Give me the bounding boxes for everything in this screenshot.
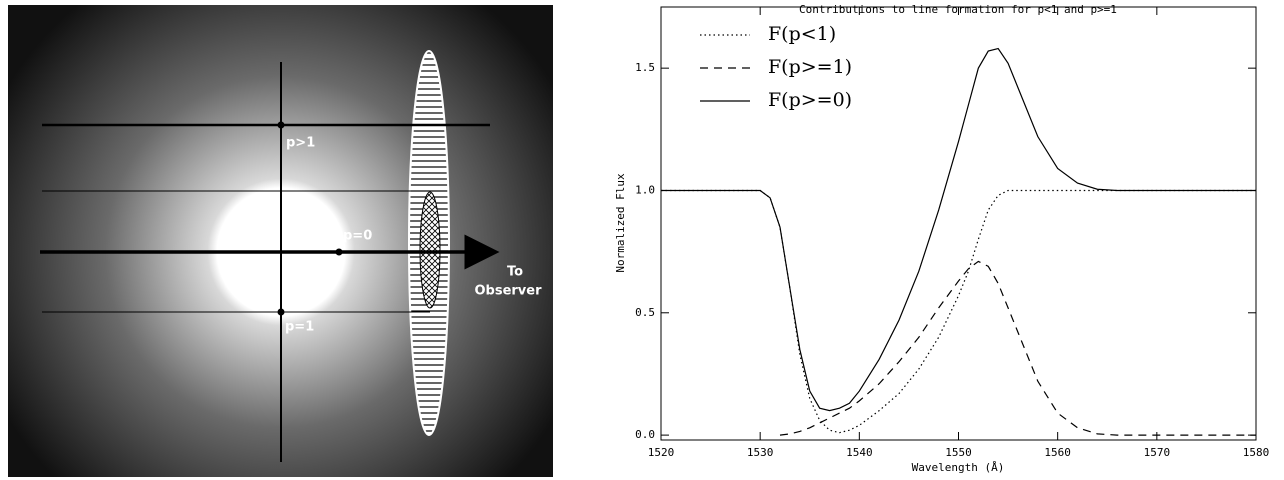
x-tick-label: 1520 [648,446,675,459]
legend-label: F(p<1) [768,23,836,45]
legend-label: F(p>=1) [768,56,852,78]
y-tick-label: 0.0 [635,428,655,441]
series-line [661,47,1256,412]
x-tick-label: 1530 [747,446,774,459]
x-axis-label: Wavelength (Å) [912,461,1005,474]
legend-label: F(p>=0) [768,89,852,111]
label: p=1 [285,320,314,335]
x-tick-label: 1570 [1144,446,1171,459]
point [277,121,285,129]
series-line [661,189,1256,434]
x-tick-label: 1550 [945,446,972,459]
y-tick-label: 1.5 [635,61,655,74]
x-tick-label: 1560 [1044,446,1071,459]
label: p=0 [343,229,372,244]
label: To [507,265,523,280]
diagram: p>1 p=0 p=1 To Observer [8,5,553,477]
point [335,248,343,256]
y-tick-label: 1.0 [635,183,655,196]
series-line [779,260,1256,436]
y-tick-label: 0.5 [635,306,655,319]
y-axis-label: Normalized Flux [614,173,627,273]
point [277,308,285,316]
x-tick-label: 1580 [1243,446,1270,459]
x-tick-label: 1540 [846,446,873,459]
label: p>1 [286,136,315,151]
occulted-region [419,191,441,309]
plot-frame [660,6,1257,441]
label: Observer [474,284,542,299]
